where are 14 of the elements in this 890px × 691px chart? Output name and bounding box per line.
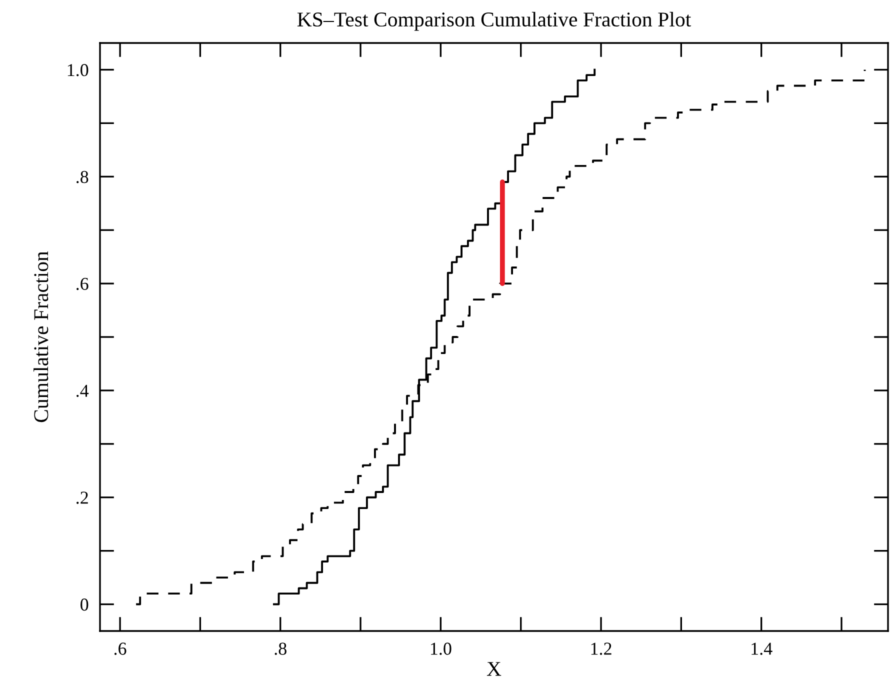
x-tick-label: 1.4: [752, 642, 772, 655]
y-tick-label: .6: [76, 278, 88, 290]
y-tick-label: .2: [76, 492, 88, 504]
chart-title: KS–Test Comparison Cumulative Fraction Plot: [297, 12, 692, 31]
x-tick-label: 1.0: [430, 642, 452, 655]
x-tick-label: 1.2: [591, 642, 612, 655]
y-tick-label: .4: [76, 384, 89, 397]
y-axis-title: Cumulative Fraction: [34, 251, 48, 422]
y-tick-label: 1.0: [68, 64, 88, 76]
x-axis-title: X: [486, 662, 502, 676]
x-tick-label: .8: [274, 642, 286, 655]
y-tick-label: 0: [80, 598, 88, 611]
x-tick-label: .6: [114, 642, 126, 655]
y-tick-label: .8: [76, 170, 88, 184]
